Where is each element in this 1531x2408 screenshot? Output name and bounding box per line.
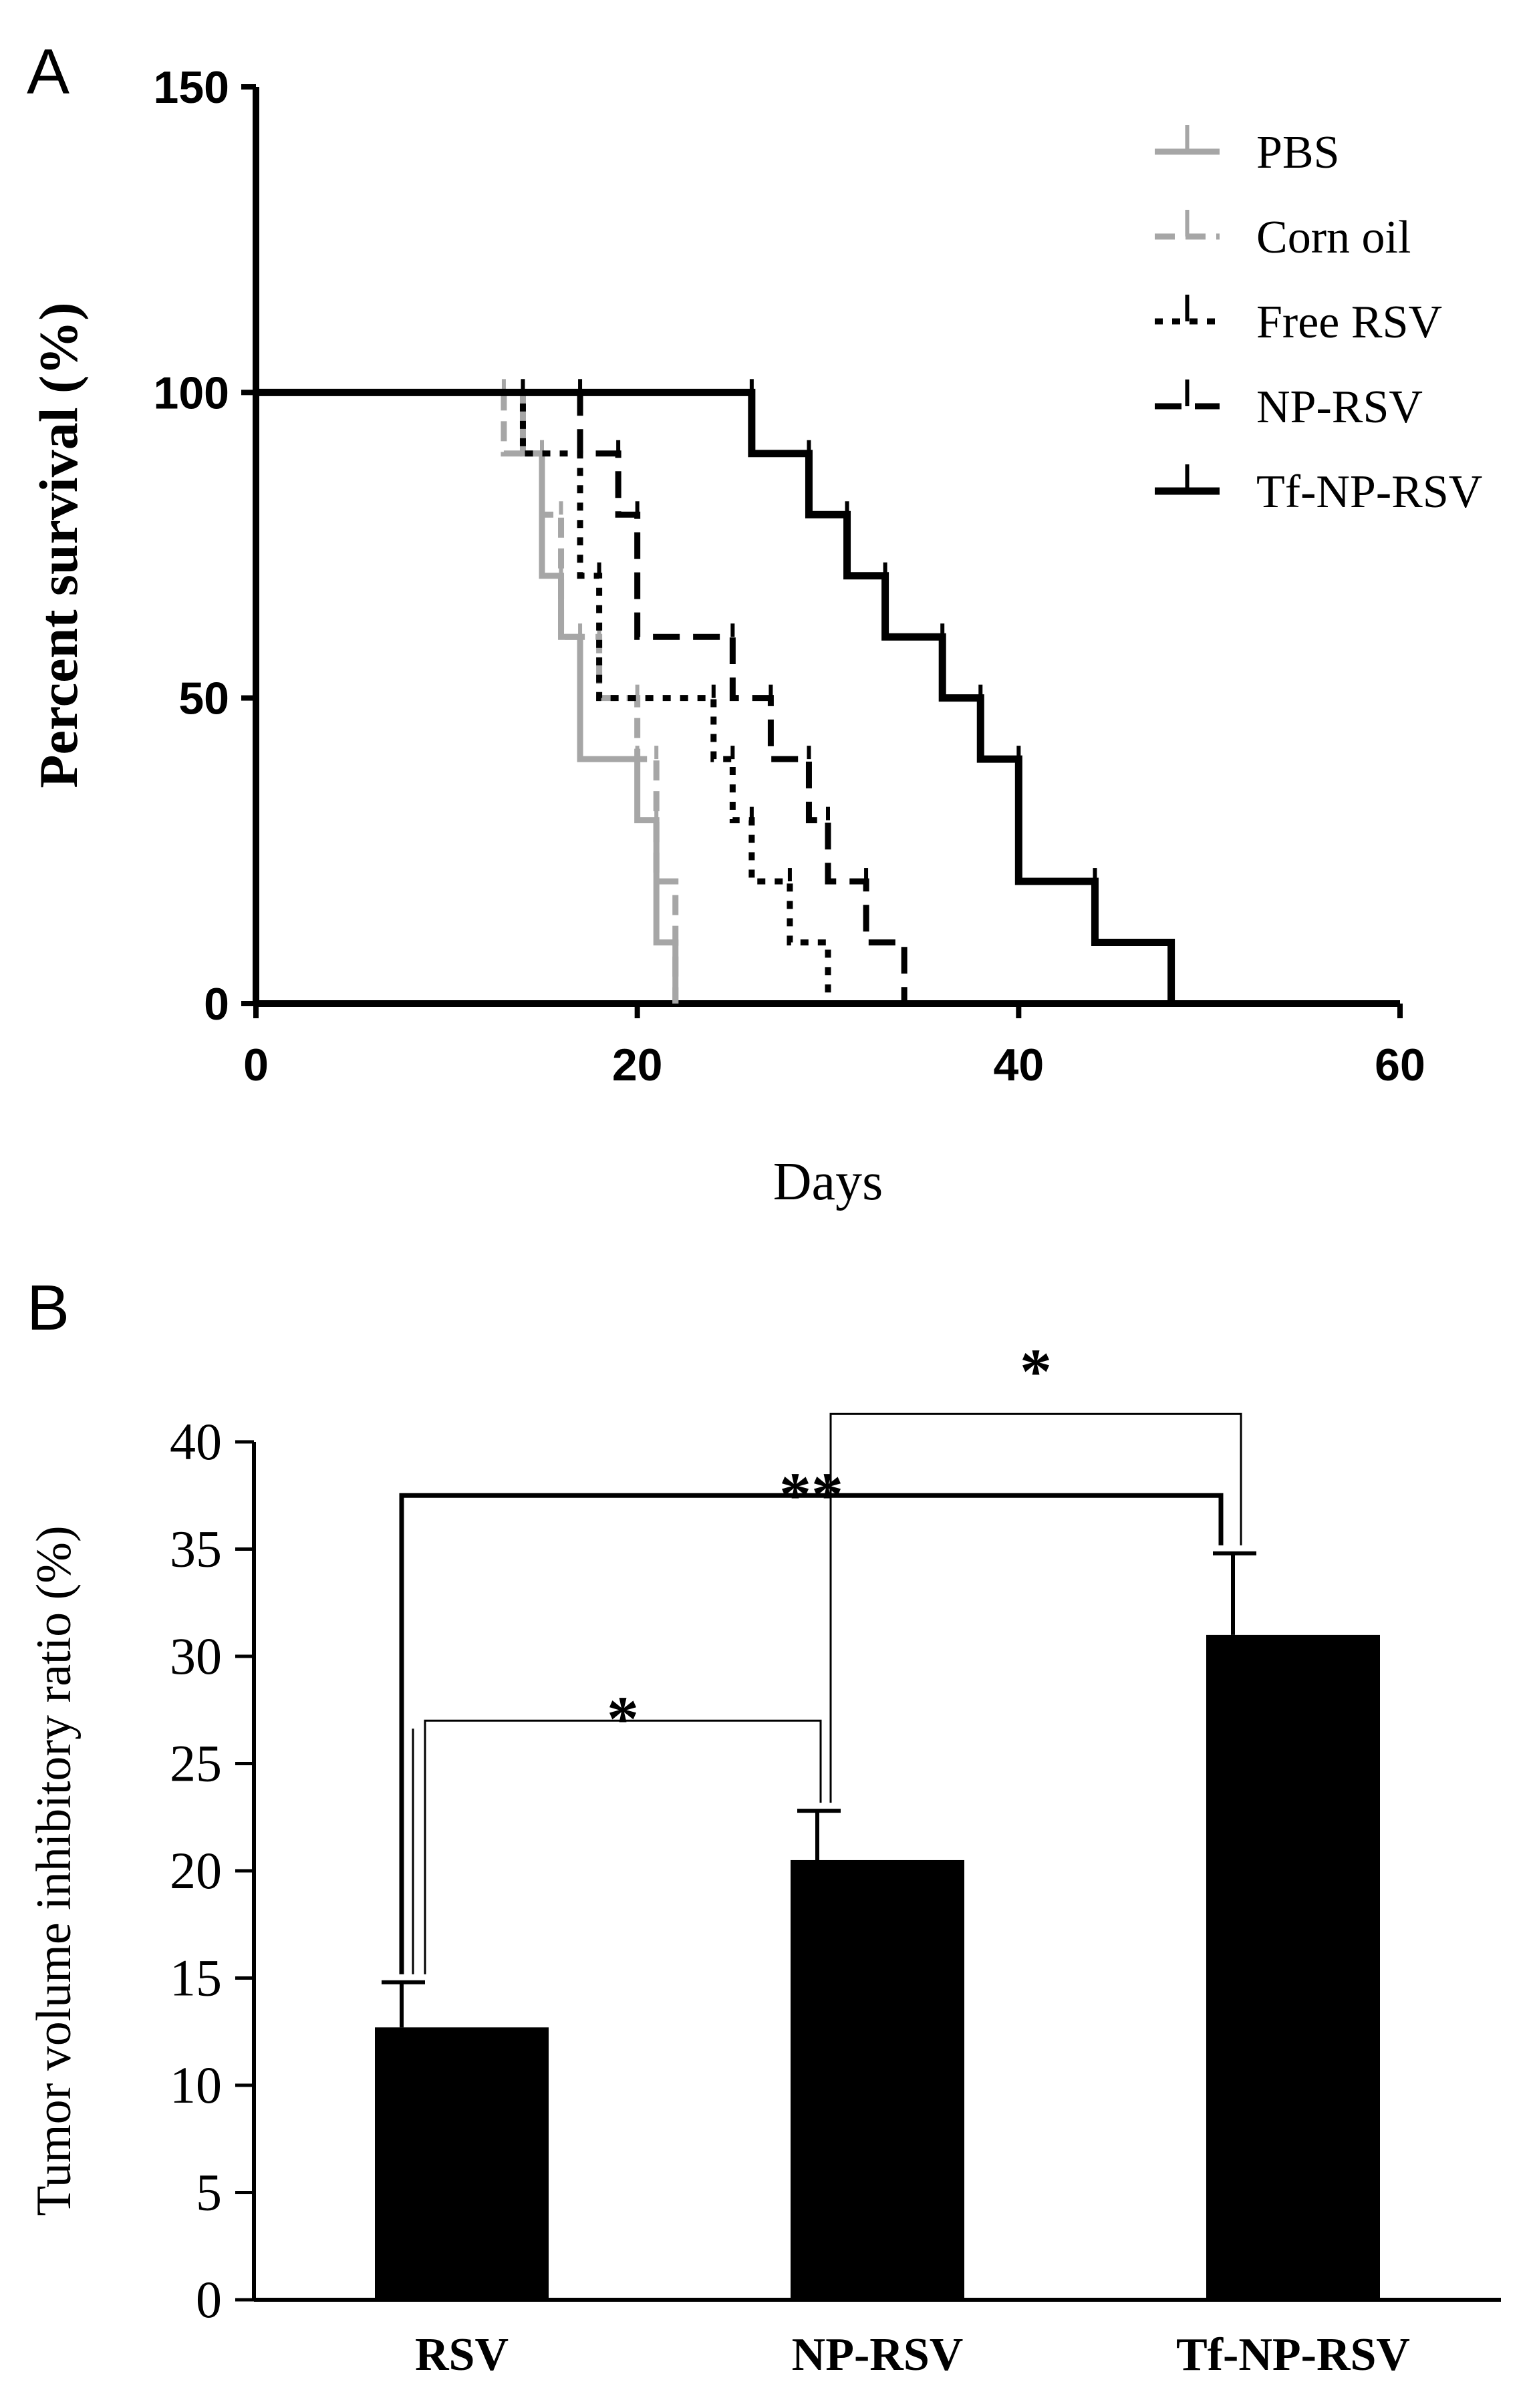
panel-a-y-tick-label: 150	[154, 62, 229, 113]
bar-tf-np-rsv	[1206, 1634, 1380, 2300]
panel-a-y-tick-label: 100	[154, 367, 229, 418]
panel-b-bars: RSV NP-RSV Tf-NP-RSV	[375, 1551, 1410, 2381]
panel-b-ticks: 0 5 10 15 20 25 30 35 40	[170, 1412, 254, 2328]
panel-a-y-tick-label: 50	[178, 673, 229, 724]
panel-a-x-tick-label: 60	[1375, 1040, 1425, 1090]
significance-bracket	[424, 1719, 822, 1974]
category-label: NP-RSV	[792, 2329, 964, 2381]
panel-a-y-axis-title: Percent survival (%)	[28, 302, 89, 788]
panel-a-x-tick-label: 20	[612, 1040, 663, 1090]
panel-a-x-axis-title: Days	[773, 1153, 883, 1211]
legend-label: Tf-NP-RSV	[1256, 466, 1482, 518]
panel-b-significance: ****	[399, 1336, 1242, 1974]
panel-a-y-tick-label: 0	[204, 979, 229, 1030]
panel-a-letter: A	[27, 36, 69, 108]
significance-bracket	[399, 1493, 1224, 1974]
panel-a-plot-area: 0 50 100 150 0 20 40 60	[154, 62, 1425, 1090]
panel-a-x-tick-label: 40	[994, 1040, 1045, 1090]
panel-b-y-tick-label: 15	[170, 1949, 222, 2007]
category-label: RSV	[415, 2329, 509, 2381]
panel-b-y-axis-title: Tumor volume inhibitory ratio (%)	[27, 1525, 82, 2216]
panel-a-x-tick-label: 0	[243, 1040, 269, 1090]
panel-b-y-tick-label: 0	[196, 2270, 222, 2328]
legend-label: PBS	[1256, 127, 1340, 178]
panel-b-y-tick-label: 40	[170, 1412, 222, 1471]
panel-a-ticks: 0 50 100 150 0 20 40 60	[154, 62, 1425, 1090]
panel-b-y-tick-label: 30	[170, 1627, 222, 1685]
panel-b-y-tick-label: 20	[170, 1841, 222, 1900]
survival-line-free-rsv	[256, 389, 831, 1004]
panel-b-y-tick-label: 5	[196, 2163, 222, 2222]
panel-b-y-tick-label: 25	[170, 1735, 222, 1793]
significance-bracket	[829, 1412, 1242, 1803]
significance-label: *	[607, 1683, 639, 1755]
category-label: Tf-NP-RSV	[1176, 2329, 1410, 2381]
legend-label: Free RSV	[1256, 297, 1442, 348]
legend-label: NP-RSV	[1256, 382, 1423, 433]
significance-label: **	[779, 1459, 843, 1531]
bar-np-rsv	[791, 1859, 964, 2300]
panel-a-series	[256, 379, 1175, 1004]
panel-b-y-tick-label: 10	[170, 2056, 222, 2114]
legend-label: Corn oil	[1256, 212, 1411, 263]
panel-b-y-tick-label: 35	[170, 1520, 222, 1578]
bar-rsv	[375, 2027, 549, 2300]
significance-label: *	[1020, 1336, 1052, 1407]
panel-a-legend: PBS Corn oil Free RSV NP-RSV Tf-NP-RSV	[1155, 125, 1482, 518]
panel-b-letter: B	[27, 1272, 69, 1344]
